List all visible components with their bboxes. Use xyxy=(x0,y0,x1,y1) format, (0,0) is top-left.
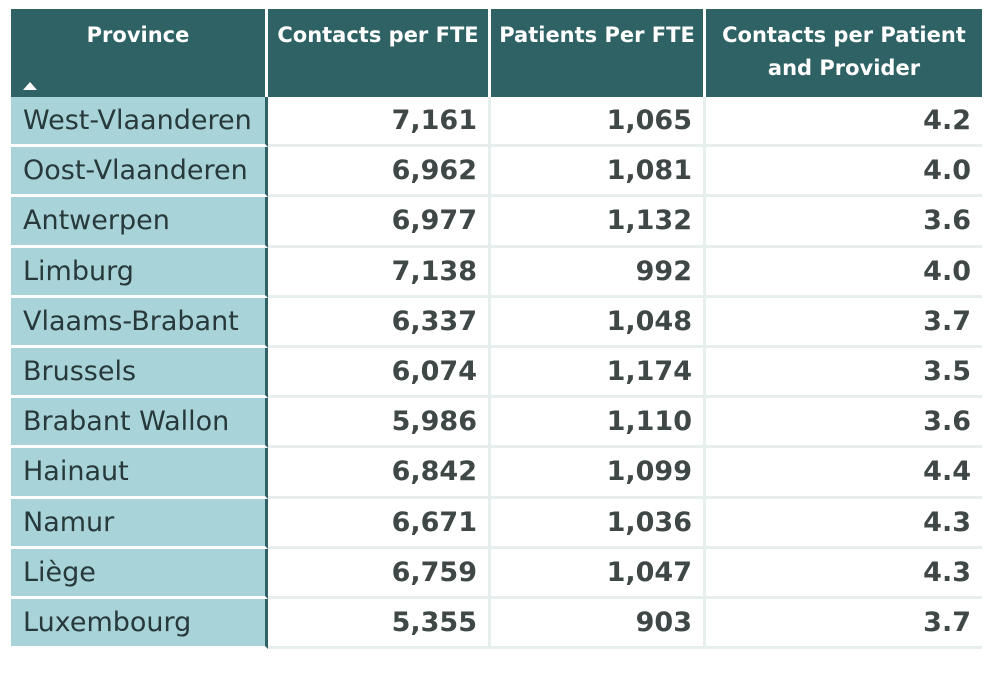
patients-per-fte-cell: 1,047 xyxy=(491,548,706,599)
table-row[interactable]: Limburg 7,138 992 4.0 xyxy=(11,247,982,298)
column-header-label: Province xyxy=(86,23,190,47)
patients-per-fte-cell: 903 xyxy=(491,598,706,650)
contacts-per-fte-cell: 6,074 xyxy=(268,347,491,399)
table-row[interactable]: Luxembourg 5,355 903 3.7 xyxy=(11,598,982,650)
column-header-label-line2: and Provider xyxy=(767,56,921,80)
column-header-contacts-per-fte[interactable]: Contacts per FTE xyxy=(268,9,491,97)
table-row[interactable]: West-Vlaanderen 7,161 1,065 4.2 xyxy=(11,97,982,148)
province-cell: Liège xyxy=(11,548,268,599)
column-header-label-line1: Contacts per Patient xyxy=(722,23,966,47)
contacts-per-fte-cell: 6,842 xyxy=(268,448,491,499)
province-cell: Antwerpen xyxy=(11,197,268,248)
province-matrix-table: Province Contacts per FTE Patients Per F… xyxy=(11,9,982,650)
patients-per-fte-cell: 1,081 xyxy=(491,147,706,198)
patients-per-fte-cell: 1,036 xyxy=(491,498,706,549)
contacts-per-fte-cell: 6,671 xyxy=(268,498,491,549)
table-row[interactable]: Namur 6,671 1,036 4.3 xyxy=(11,498,982,549)
province-cell: Brussels xyxy=(11,347,268,399)
contacts-per-patient-cell: 3.7 xyxy=(706,297,982,348)
patients-per-fte-cell: 1,048 xyxy=(491,297,706,348)
contacts-per-patient-cell: 3.6 xyxy=(706,398,982,449)
province-cell: Brabant Wallon xyxy=(11,398,268,449)
table-row[interactable]: Vlaams-Brabant 6,337 1,048 3.7 xyxy=(11,297,982,348)
contacts-per-patient-cell: 3.7 xyxy=(706,598,982,650)
contacts-per-patient-cell: 4.0 xyxy=(706,147,982,198)
column-header-province[interactable]: Province xyxy=(11,9,268,97)
patients-per-fte-cell: 1,065 xyxy=(491,97,706,148)
contacts-per-patient-cell: 4.0 xyxy=(706,247,982,298)
contacts-per-fte-cell: 7,161 xyxy=(268,97,491,148)
province-cell: Limburg xyxy=(11,247,268,298)
contacts-per-fte-cell: 7,138 xyxy=(268,247,491,298)
sort-ascending-icon[interactable] xyxy=(23,82,37,90)
column-header-contacts-per-patient[interactable]: Contacts per Patient and Provider xyxy=(706,9,982,97)
contacts-per-patient-cell: 4.3 xyxy=(706,548,982,599)
table-body: West-Vlaanderen 7,161 1,065 4.2 Oost-Vla… xyxy=(11,97,982,650)
contacts-per-fte-cell: 5,986 xyxy=(268,398,491,449)
table-row[interactable]: Oost-Vlaanderen 6,962 1,081 4.0 xyxy=(11,147,982,198)
column-header-label: Contacts per FTE xyxy=(277,23,479,47)
table-header-row: Province Contacts per FTE Patients Per F… xyxy=(11,9,982,97)
province-cell: Vlaams-Brabant xyxy=(11,297,268,348)
contacts-per-patient-cell: 3.5 xyxy=(706,347,982,399)
table-row[interactable]: Liège 6,759 1,047 4.3 xyxy=(11,548,982,599)
province-cell: Namur xyxy=(11,498,268,549)
table-row[interactable]: Antwerpen 6,977 1,132 3.6 xyxy=(11,197,982,248)
column-header-patients-per-fte[interactable]: Patients Per FTE xyxy=(491,9,706,97)
patients-per-fte-cell: 1,099 xyxy=(491,448,706,499)
patients-per-fte-cell: 992 xyxy=(491,247,706,298)
province-cell: Oost-Vlaanderen xyxy=(11,147,268,198)
contacts-per-patient-cell: 4.4 xyxy=(706,448,982,499)
contacts-per-patient-cell: 4.2 xyxy=(706,97,982,148)
contacts-per-fte-cell: 6,977 xyxy=(268,197,491,248)
patients-per-fte-cell: 1,174 xyxy=(491,347,706,399)
patients-per-fte-cell: 1,132 xyxy=(491,197,706,248)
table-row[interactable]: Hainaut 6,842 1,099 4.4 xyxy=(11,448,982,499)
table-row[interactable]: Brabant Wallon 5,986 1,110 3.6 xyxy=(11,398,982,449)
province-cell: West-Vlaanderen xyxy=(11,97,268,148)
contacts-per-patient-cell: 4.3 xyxy=(706,498,982,549)
patients-per-fte-cell: 1,110 xyxy=(491,398,706,449)
province-cell: Luxembourg xyxy=(11,598,268,650)
contacts-per-patient-cell: 3.6 xyxy=(706,197,982,248)
contacts-per-fte-cell: 6,337 xyxy=(268,297,491,348)
column-header-label: Patients Per FTE xyxy=(499,23,695,47)
table-row[interactable]: Brussels 6,074 1,174 3.5 xyxy=(11,347,982,399)
contacts-per-fte-cell: 6,962 xyxy=(268,147,491,198)
contacts-per-fte-cell: 5,355 xyxy=(268,598,491,650)
contacts-per-fte-cell: 6,759 xyxy=(268,548,491,599)
province-cell: Hainaut xyxy=(11,448,268,499)
